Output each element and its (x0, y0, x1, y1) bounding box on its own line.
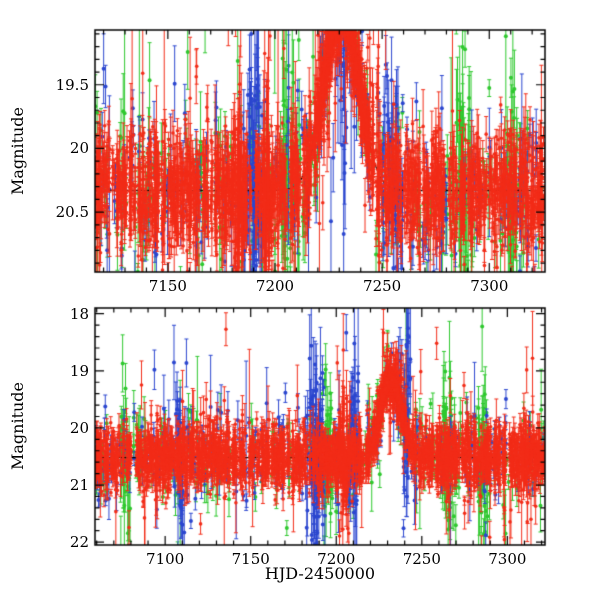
y-tick-label: 18 (69, 304, 89, 323)
y-tick-label: 19.5 (55, 75, 89, 94)
y-axis-label-top: Magnitude (8, 106, 27, 196)
y-tick-label: 22 (69, 533, 89, 552)
x-tick-label: 7300 (488, 550, 527, 568)
x-tick-label: 7300 (470, 277, 509, 295)
y-tick-label: 19 (69, 361, 89, 380)
x-tick-label: 7250 (363, 277, 402, 295)
x-tick-label: 7200 (317, 550, 356, 568)
x-tick-label: 7150 (148, 277, 187, 295)
x-tick-label: 7150 (231, 550, 270, 568)
y-tick-label: 21 (69, 476, 89, 495)
y-tick-label: 20.5 (55, 203, 89, 222)
y-axis-label-bottom: Magnitude (8, 381, 27, 471)
y-tick-label: 20 (69, 418, 89, 437)
y-tick-label: 20 (69, 139, 89, 158)
x-tick-label: 7100 (146, 550, 185, 568)
x-tick-label: 7200 (255, 277, 295, 295)
x-tick-label: 7250 (402, 550, 441, 568)
x-axis-label: HJD-2450000 (264, 564, 376, 583)
